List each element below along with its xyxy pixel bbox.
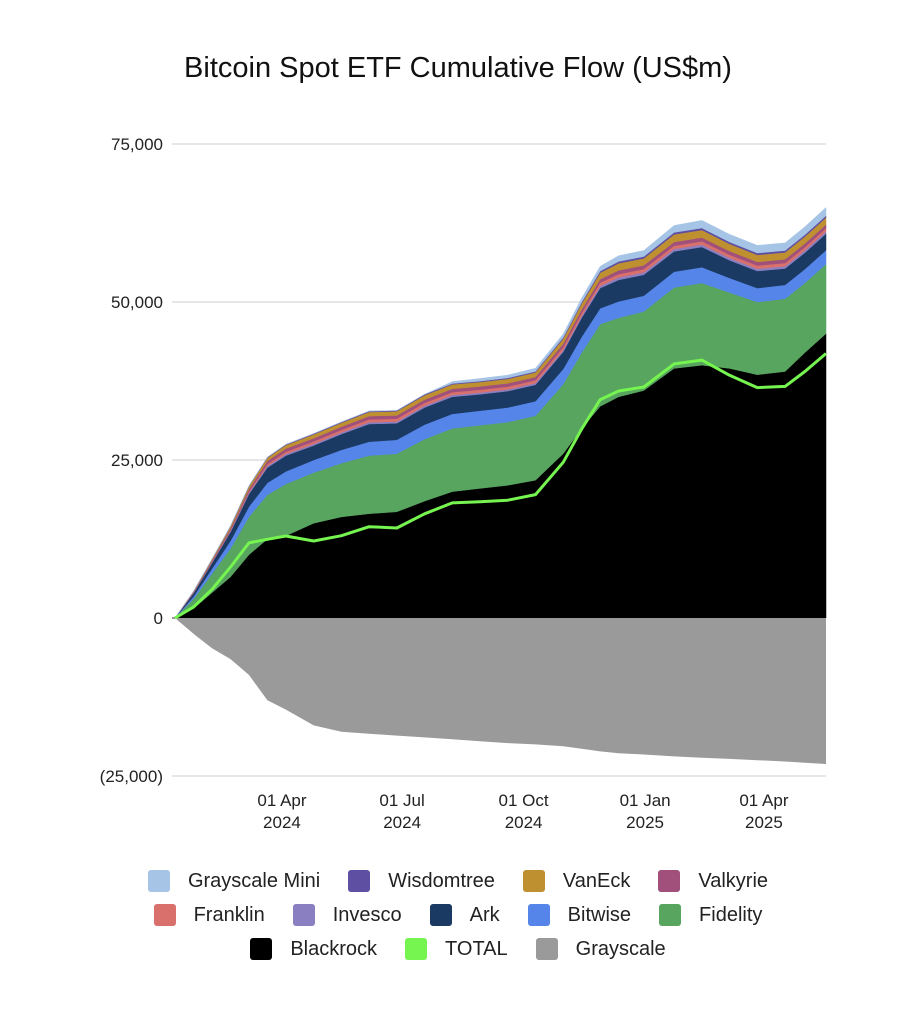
legend-item: Bitwise (527, 903, 632, 927)
legend-item: Fidelity (659, 904, 762, 927)
legend-label: VanEck (562, 869, 631, 892)
legend-swatch (522, 870, 545, 892)
x-tick-label: 01 Apr (739, 791, 788, 810)
x-tick-year: 2025 (745, 813, 783, 832)
legend-item: Invesco (292, 903, 402, 927)
x-tick-year: 2024 (263, 813, 301, 832)
legend-item: TOTAL (405, 938, 508, 961)
legend-label: Valkyrie (698, 869, 769, 892)
legend-item: Valkyrie (658, 870, 768, 893)
line-total (174, 352, 827, 620)
legend-label: Grayscale Mini (187, 869, 321, 892)
legend-item: Blackrock (250, 938, 377, 961)
area-grayscale (175, 618, 826, 764)
legend-row: Grayscale Mini Wisdomtree VanEck Valkyrie (0, 868, 916, 894)
legend-swatch (250, 938, 273, 960)
legend-swatch (658, 870, 681, 892)
x-tick-label: 01 Oct (499, 791, 549, 810)
legend-item: Wisdomtree (348, 870, 495, 893)
y-tick-label: 50,000 (111, 293, 163, 312)
legend-swatch (535, 938, 558, 960)
chart-legend: Grayscale Mini Wisdomtree VanEck Valkyrie Fr… (0, 868, 916, 970)
legend-swatch (147, 870, 170, 892)
legend-label: Blackrock (290, 937, 378, 960)
area-grayscale-mini (174, 206, 827, 619)
y-tick-label: (25,000) (100, 767, 163, 786)
legend-label: Ark (469, 903, 500, 926)
legend-swatch (659, 904, 682, 926)
legend-swatch (292, 904, 315, 926)
legend-swatch (405, 938, 428, 960)
y-tick-label: 75,000 (111, 135, 163, 154)
legend-swatch (429, 904, 452, 926)
legend-label: Wisdomtree (388, 869, 495, 892)
legend-label: TOTAL (445, 937, 508, 960)
legend-swatch (527, 904, 550, 926)
legend-item: Grayscale (535, 937, 666, 961)
legend-label: Franklin (193, 903, 265, 926)
legend-swatch (348, 870, 371, 892)
legend-label: Invesco (332, 903, 402, 926)
legend-row: Blackrock TOTAL Grayscale (0, 936, 916, 962)
legend-swatch (153, 904, 176, 926)
legend-label: Bitwise (567, 903, 632, 926)
x-tick-year: 2024 (505, 813, 543, 832)
legend-item: VanEck (522, 869, 631, 893)
legend-row: Franklin Invesco Ark Bitwise Fidelity (0, 902, 916, 928)
x-tick-label: 01 Jan (620, 791, 671, 810)
legend-item: Ark (429, 903, 500, 927)
y-tick-label: 25,000 (111, 451, 163, 470)
legend-label: Grayscale (575, 937, 666, 960)
y-tick-label: 0 (154, 609, 163, 628)
legend-item: Grayscale Mini (147, 869, 321, 893)
x-tick-year: 2025 (626, 813, 664, 832)
chart-title: Bitcoin Spot ETF Cumulative Flow (US$m) (184, 52, 732, 84)
x-tick-year: 2024 (383, 813, 421, 832)
x-tick-label: 01 Jul (379, 791, 424, 810)
legend-item: Franklin (153, 903, 265, 927)
legend-label: Fidelity (699, 903, 763, 926)
x-tick-label: 01 Apr (257, 791, 306, 810)
